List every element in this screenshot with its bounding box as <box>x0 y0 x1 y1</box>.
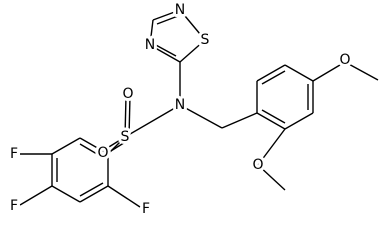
atom-label: N <box>175 97 185 113</box>
atom-label: F <box>10 146 18 162</box>
atom-label: O <box>339 52 350 68</box>
atom-label: S <box>121 129 130 145</box>
structure-diagram: N S N N S O O O O F F F <box>7 0 379 218</box>
atom-label: O <box>122 86 133 102</box>
atom-label: O <box>97 145 108 161</box>
atom-label: F <box>142 201 150 217</box>
atom-label: O <box>252 157 263 173</box>
bonds <box>19 9 379 208</box>
atom-label: N <box>175 2 185 18</box>
atom-label: N <box>145 37 155 53</box>
atom-label: F <box>10 198 18 214</box>
atom-labels: N S N N S O O O O F F F <box>7 0 354 218</box>
atom-label: S <box>201 32 210 48</box>
